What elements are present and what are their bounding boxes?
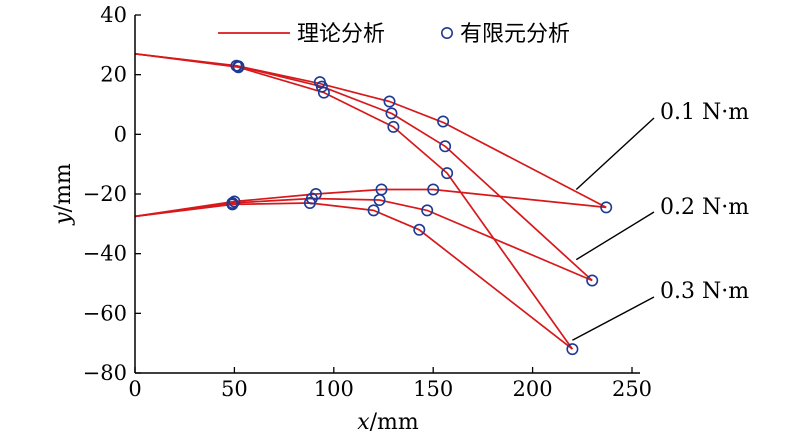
x-tick-label: 200 (513, 377, 553, 401)
x-axis-title-var: x (357, 410, 370, 435)
annotation-leader-line (572, 296, 655, 341)
y-tick-label: −20 (83, 182, 127, 206)
theory-line-upper-1 (134, 52, 593, 282)
fea-marker (373, 194, 386, 207)
annotation-leader-line (575, 211, 655, 261)
fea-marker (413, 223, 426, 236)
x-tick-label: 100 (314, 377, 354, 401)
theory-line-upper-0 (134, 52, 607, 209)
fea-marker (387, 120, 400, 133)
annotation-label-0-1: 0.1 N·m (660, 100, 749, 125)
fea-marker (315, 80, 328, 93)
x-axis-title-unit: /mm (370, 410, 419, 435)
fea-marker (566, 343, 579, 356)
legend-fea-label: 有限元分析 (460, 22, 570, 47)
y-tick-label: −40 (83, 242, 127, 266)
annotation-label-0-2: 0.2 N·m (660, 195, 749, 220)
x-axis-title: x/mm (357, 410, 419, 435)
plot-markers (226, 59, 613, 356)
x-ticks: 0 50 100 150 200 250 (128, 367, 652, 401)
fea-marker (437, 115, 450, 128)
y-axis-title: y/mm (51, 163, 76, 226)
fea-marker (232, 61, 245, 74)
annotation-label-0-3: 0.3 N·m (660, 279, 749, 304)
theory-line-lower-5 (134, 202, 573, 350)
fea-marker (303, 197, 316, 210)
y-tick-label: −80 (83, 361, 127, 385)
x-tick-label: 50 (221, 377, 248, 401)
y-axis-title-unit: /mm (51, 163, 76, 212)
annotation-leader-line (575, 117, 655, 191)
legend-theory-label: 理论分析 (297, 22, 385, 47)
x-tick-label: 150 (413, 377, 453, 401)
fea-marker (439, 140, 452, 153)
fea-marker (317, 86, 330, 99)
legend-fea-marker (440, 26, 453, 39)
y-ticks: −80 −60 −40 −20 0 20 40 (83, 3, 141, 385)
plot-lines (134, 52, 607, 350)
fea-marker (367, 204, 380, 217)
x-tick-label: 0 (128, 377, 141, 401)
fea-marker (421, 204, 434, 217)
y-tick-label: −60 (83, 301, 127, 325)
fea-marker (441, 167, 454, 180)
fea-marker (586, 274, 599, 287)
theory-line-lower-3 (134, 188, 607, 218)
fea-marker (226, 198, 239, 211)
annotation-lines (572, 117, 655, 341)
y-axis-title-var: y (51, 212, 76, 226)
fea-marker (228, 195, 241, 208)
fea-marker (600, 201, 613, 214)
y-tick-label: 20 (100, 63, 127, 87)
fea-marker (383, 95, 396, 108)
fea-marker (385, 107, 398, 120)
theory-line-upper-2 (134, 52, 574, 350)
fea-marker (427, 183, 440, 196)
y-tick-label: 0 (114, 122, 127, 146)
legend: 理论分析 有限元分析 (218, 22, 570, 47)
theory-line-lower-4 (134, 197, 593, 282)
x-tick-label: 250 (612, 377, 652, 401)
y-tick-label: 40 (100, 3, 127, 27)
